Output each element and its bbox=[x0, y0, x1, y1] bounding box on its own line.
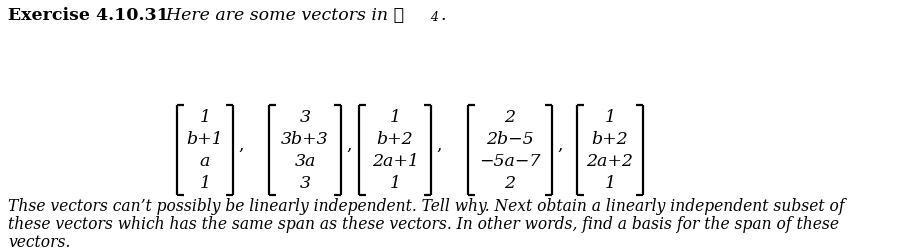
Text: b+1: b+1 bbox=[187, 131, 223, 147]
Text: ,: , bbox=[346, 137, 352, 154]
Text: these vectors which has the same span as these vectors. In other words, find a b: these vectors which has the same span as… bbox=[8, 216, 839, 233]
Text: 2a+2: 2a+2 bbox=[586, 152, 634, 170]
Text: 3: 3 bbox=[299, 109, 310, 125]
Text: 2: 2 bbox=[504, 174, 515, 192]
Text: 1: 1 bbox=[604, 174, 616, 192]
Text: Here are some vectors in ℝ: Here are some vectors in ℝ bbox=[155, 7, 404, 24]
Text: 2: 2 bbox=[504, 109, 515, 125]
Text: 1: 1 bbox=[200, 109, 210, 125]
Text: .: . bbox=[440, 7, 446, 24]
Text: Thse vectors can’t possibly be linearly independent. Tell why. Next obtain a lin: Thse vectors can’t possibly be linearly … bbox=[8, 198, 845, 215]
Text: 3: 3 bbox=[299, 174, 310, 192]
Text: 2b−5: 2b−5 bbox=[486, 131, 534, 147]
Text: 1: 1 bbox=[200, 174, 210, 192]
Text: 2a+1: 2a+1 bbox=[371, 152, 418, 170]
Text: ,: , bbox=[238, 137, 244, 154]
Text: 3b+3: 3b+3 bbox=[281, 131, 329, 147]
Text: b+2: b+2 bbox=[592, 131, 628, 147]
Text: a: a bbox=[200, 152, 210, 170]
Text: 4: 4 bbox=[430, 11, 438, 24]
Text: vectors.: vectors. bbox=[8, 234, 70, 251]
Text: Exercise 4.10.31: Exercise 4.10.31 bbox=[8, 7, 169, 24]
Text: b+2: b+2 bbox=[377, 131, 414, 147]
Text: 3a: 3a bbox=[294, 152, 316, 170]
Text: −5a−7: −5a−7 bbox=[479, 152, 540, 170]
Text: 1: 1 bbox=[604, 109, 616, 125]
Text: 1: 1 bbox=[389, 109, 400, 125]
Text: 1: 1 bbox=[389, 174, 400, 192]
Text: ,: , bbox=[436, 137, 441, 154]
Text: ,: , bbox=[557, 137, 563, 154]
